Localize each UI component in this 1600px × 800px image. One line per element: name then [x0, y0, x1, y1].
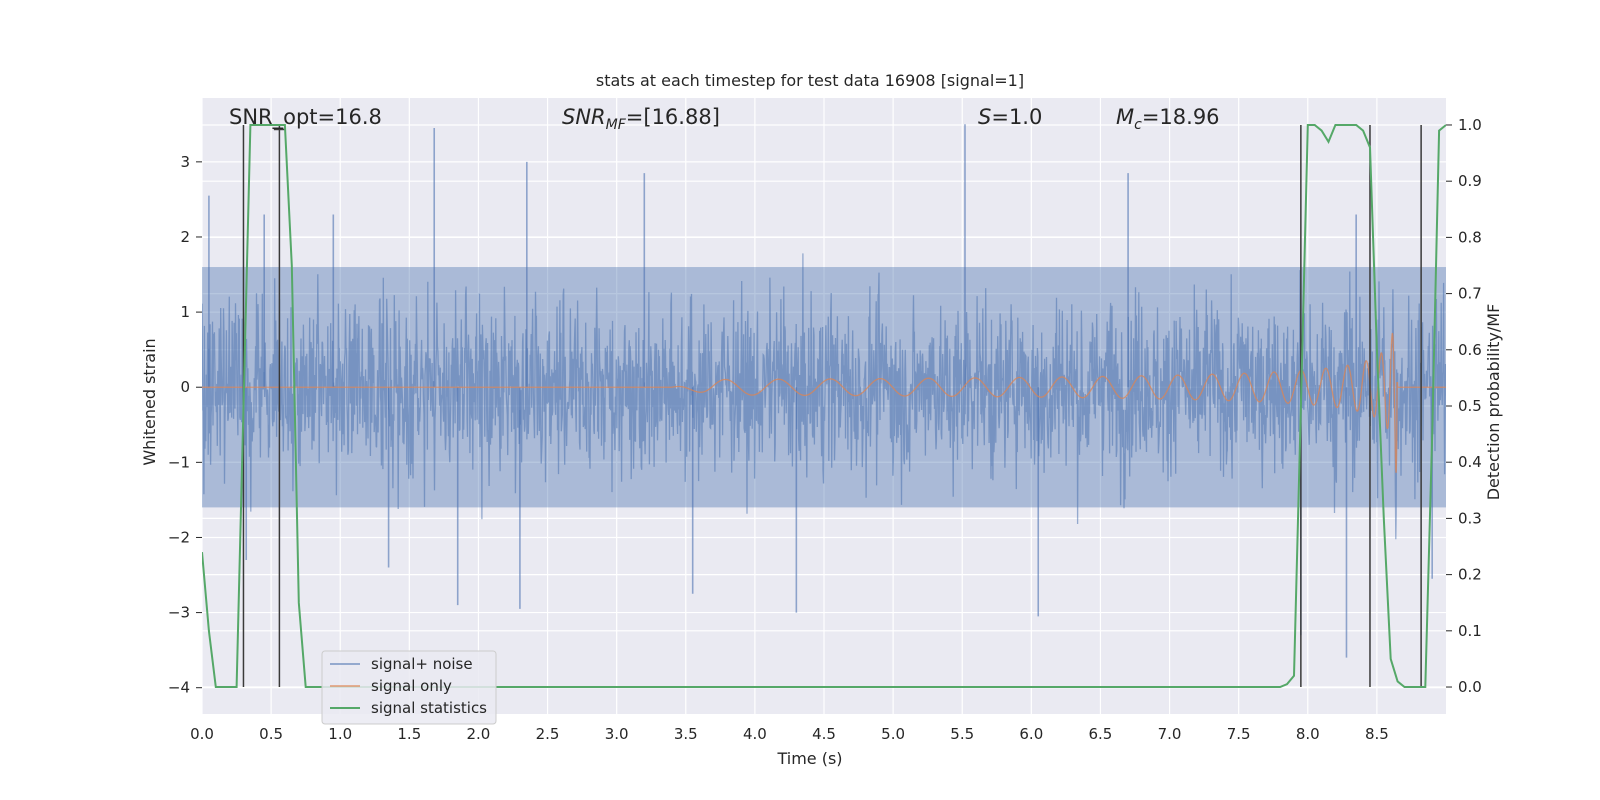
legend-label-signal-statistics: signal statistics [371, 699, 487, 717]
chart-title: stats at each timestep for test data 169… [596, 71, 1024, 90]
x-tick-8.5: 8.5 [1365, 725, 1389, 743]
snr-mf-subscript: MF [606, 117, 627, 133]
x-tick-5.5: 5.5 [950, 725, 974, 743]
mc-value: =18.96 [1142, 105, 1220, 129]
x-tick-2.0: 2.0 [467, 725, 491, 743]
right-tick-0.2: 0.2 [1458, 566, 1482, 584]
legend-label-signal-only: signal only [371, 677, 452, 695]
x-tick-8.0: 8.0 [1296, 725, 1320, 743]
signal-statistics-line [202, 124, 1446, 688]
left-tick-1: 1 [180, 303, 190, 321]
annotation-mc: Mc=18.96 [1116, 105, 1220, 133]
s-value: =1.0 [991, 105, 1042, 129]
x-tick-1.5: 1.5 [397, 725, 421, 743]
left-axis-ticks: 3 2 1 0 −1 −2 −3 −4 [168, 153, 202, 697]
annotation-snr-mf: SNRMF=[16.88] [562, 105, 720, 133]
x-tick-5.0: 5.0 [881, 725, 905, 743]
mc-symbol: M [1116, 105, 1134, 129]
left-tick-3: 3 [180, 153, 190, 171]
annotation-snr-opt: SNR_opt=16.8 [229, 105, 382, 130]
right-tick-0.6: 0.6 [1458, 341, 1482, 359]
right-tick-0.5: 0.5 [1458, 397, 1482, 415]
x-tick-4.5: 4.5 [812, 725, 836, 743]
signal-only-trace [202, 332, 1446, 473]
legend-box [321, 650, 497, 725]
legend: signal+ noise signal only signal statist… [321, 650, 497, 725]
right-axis-ticks: 1.0 0.9 0.8 0.7 0.6 0.5 0.4 0.3 0.2 0.1 0.0 [1446, 116, 1482, 696]
right-tick-0.1: 0.1 [1458, 622, 1482, 640]
snr-mf-symbol: SNR [562, 105, 606, 129]
right-axis-label: Detection probability/MF [1484, 304, 1503, 501]
x-tick-0.0: 0.0 [190, 725, 214, 743]
right-tick-0.0: 0.0 [1458, 678, 1482, 696]
left-axis-label: Whitened strain [140, 338, 159, 465]
x-tick-0.5: 0.5 [259, 725, 283, 743]
left-tick--2: −2 [168, 528, 190, 546]
x-axis-label: Time (s) [776, 749, 842, 768]
right-tick-0.4: 0.4 [1458, 453, 1482, 471]
left-tick--1: −1 [168, 453, 190, 471]
left-tick-2: 2 [180, 228, 190, 246]
legend-label-signal-noise: signal+ noise [371, 655, 473, 673]
s-symbol: S [978, 105, 991, 129]
left-tick-0: 0 [180, 378, 190, 396]
x-tick-1.0: 1.0 [328, 725, 352, 743]
right-tick-0.8: 0.8 [1458, 228, 1482, 246]
left-tick--4: −4 [168, 679, 190, 697]
right-tick-0.7: 0.7 [1458, 285, 1482, 303]
snr-mf-value: =[16.88] [626, 105, 720, 129]
right-tick-0.3: 0.3 [1458, 509, 1482, 527]
noise-trace [202, 253, 1446, 540]
left-tick--3: −3 [168, 604, 190, 622]
x-tick-3.0: 3.0 [605, 725, 629, 743]
x-tick-7.5: 7.5 [1227, 725, 1251, 743]
x-tick-7.0: 7.0 [1158, 725, 1182, 743]
right-tick-1.0: 1.0 [1458, 116, 1482, 134]
x-axis-ticks: 0.0 0.5 1.0 1.5 2.0 2.5 3.0 3.5 4.0 4.5 5.0 5.5 6.0 6… [190, 725, 1389, 743]
x-tick-3.5: 3.5 [674, 725, 698, 743]
x-tick-6.5: 6.5 [1089, 725, 1113, 743]
x-tick-6.0: 6.0 [1019, 725, 1043, 743]
annotation-s: S=1.0 [978, 105, 1042, 129]
mc-subscript: c [1134, 117, 1142, 133]
x-tick-4.0: 4.0 [743, 725, 767, 743]
right-tick-0.9: 0.9 [1458, 172, 1482, 190]
x-tick-2.5: 2.5 [536, 725, 560, 743]
series-signal-only [202, 332, 1446, 473]
series-signal-statistics [202, 124, 1446, 688]
